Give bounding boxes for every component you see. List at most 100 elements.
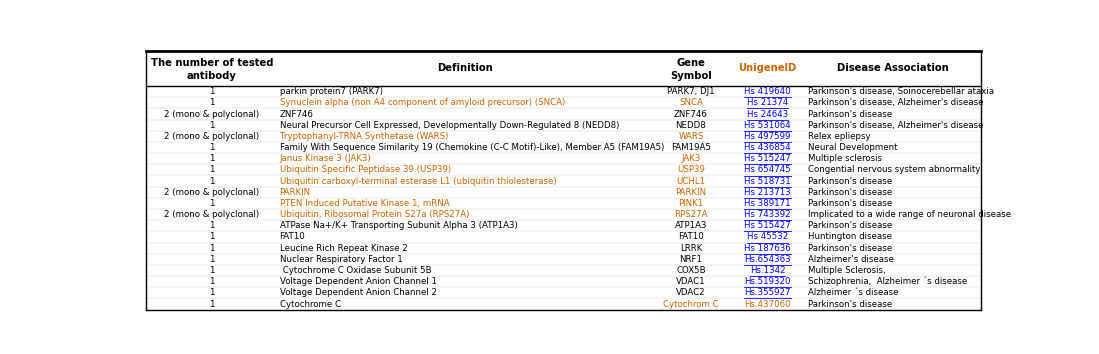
Text: Cytochrome C: Cytochrome C [279, 299, 341, 309]
Text: 1: 1 [209, 266, 214, 275]
Text: Hs.437060: Hs.437060 [744, 299, 791, 309]
Text: Multiple sclerosis: Multiple sclerosis [808, 154, 881, 163]
Text: Hs 419640: Hs 419640 [744, 87, 791, 96]
Text: PARKIN: PARKIN [279, 188, 311, 197]
Text: antibody: antibody [187, 71, 237, 81]
Text: parkin protein7 (PARK7): parkin protein7 (PARK7) [279, 87, 382, 96]
Text: 1: 1 [209, 165, 214, 175]
Text: Hs 515427: Hs 515427 [744, 221, 791, 230]
Text: ZNF746: ZNF746 [674, 109, 708, 119]
Text: Hs 497599: Hs 497599 [744, 132, 791, 141]
Text: 1: 1 [209, 289, 214, 297]
Text: USP39: USP39 [677, 165, 704, 175]
Text: FAM19A5: FAM19A5 [671, 143, 711, 152]
Text: Leucine Rich Repeat Kinase 2: Leucine Rich Repeat Kinase 2 [279, 244, 408, 253]
Text: Hs 389171: Hs 389171 [744, 199, 791, 208]
Text: Hs.519320: Hs.519320 [744, 277, 791, 286]
Text: 1: 1 [209, 233, 214, 241]
Text: 2 (mono & polyclonal): 2 (mono & polyclonal) [165, 188, 259, 197]
Text: Cytochrome C Oxidase Subunit 5B: Cytochrome C Oxidase Subunit 5B [279, 266, 431, 275]
Text: Parkinson's disease: Parkinson's disease [808, 177, 892, 185]
Text: 1: 1 [209, 255, 214, 264]
Text: LRRK: LRRK [680, 244, 702, 253]
Text: Parkinson's disease, Alzheimer's disease: Parkinson's disease, Alzheimer's disease [808, 98, 984, 107]
Text: Congential nervous system abnormality: Congential nervous system abnormality [808, 165, 980, 175]
Text: 1: 1 [209, 177, 214, 185]
Text: WARS: WARS [678, 132, 703, 141]
Text: Hs 654745: Hs 654745 [744, 165, 791, 175]
Text: Hs 743392: Hs 743392 [744, 210, 791, 219]
Text: JAK3: JAK3 [681, 154, 701, 163]
Text: Relex epliepsy: Relex epliepsy [808, 132, 870, 141]
Text: Hs 213713: Hs 213713 [744, 188, 791, 197]
Text: Disease Association: Disease Association [837, 63, 950, 73]
Text: Parkinson's disease: Parkinson's disease [808, 109, 892, 119]
Text: 1: 1 [209, 121, 214, 130]
Text: Alzheimer's disease: Alzheimer's disease [808, 255, 893, 264]
Text: NRF1: NRF1 [679, 255, 702, 264]
Text: Ubiquitin Specific Peptidase 39 (USP39): Ubiquitin Specific Peptidase 39 (USP39) [279, 165, 451, 175]
Text: Parkinson's disease: Parkinson's disease [808, 188, 892, 197]
Text: Hs 45532: Hs 45532 [747, 233, 788, 241]
Text: Hs 21374: Hs 21374 [747, 98, 788, 107]
Text: ZNF746: ZNF746 [279, 109, 313, 119]
Text: Cytochrom C: Cytochrom C [663, 299, 719, 309]
Text: Hs.1342: Hs.1342 [750, 266, 786, 275]
Text: 1: 1 [209, 98, 214, 107]
Text: FAT10: FAT10 [678, 233, 703, 241]
Text: Hs 531064: Hs 531064 [744, 121, 791, 130]
Text: Synuclein alpha (non A4 component of amyloid precursor) (SNCA): Synuclein alpha (non A4 component of amy… [279, 98, 565, 107]
Text: PARKIN: PARKIN [676, 188, 707, 197]
Text: 1: 1 [209, 277, 214, 286]
Text: Voltage Dependent Anion Channel 1: Voltage Dependent Anion Channel 1 [279, 277, 436, 286]
Text: Parkinson's disease, Soinocerebellar ataxia: Parkinson's disease, Soinocerebellar ata… [808, 87, 993, 96]
Text: NEDD8: NEDD8 [676, 121, 707, 130]
Text: PARK7, DJ1: PARK7, DJ1 [667, 87, 714, 96]
Text: Hs 436854: Hs 436854 [744, 143, 791, 152]
Text: 1: 1 [209, 221, 214, 230]
Text: ATPase Na+/K+ Transporting Subunit Alpha 3 (ATP1A3): ATPase Na+/K+ Transporting Subunit Alpha… [279, 221, 518, 230]
Text: 2 (mono & polyclonal): 2 (mono & polyclonal) [165, 132, 259, 141]
Text: Symbol: Symbol [670, 71, 712, 81]
Text: Alzheimer ´s disease: Alzheimer ´s disease [808, 289, 898, 297]
Text: 1: 1 [209, 87, 214, 96]
Text: Tryptophanyl-TRNA Synthetase (WARS): Tryptophanyl-TRNA Synthetase (WARS) [279, 132, 448, 141]
Text: The number of tested: The number of tested [151, 58, 274, 68]
Text: Parkinson's disease: Parkinson's disease [808, 221, 892, 230]
Text: Huntington disease: Huntington disease [808, 233, 891, 241]
Text: 1: 1 [209, 299, 214, 309]
Text: Ubiquitin carboxyl-terminal esterase L1 (ubiquitin thiolesterase): Ubiquitin carboxyl-terminal esterase L1 … [279, 177, 556, 185]
Text: 1: 1 [209, 154, 214, 163]
Text: Hs 24643: Hs 24643 [747, 109, 788, 119]
Text: 1: 1 [209, 199, 214, 208]
Text: 2 (mono & polyclonal): 2 (mono & polyclonal) [165, 109, 259, 119]
Text: Gene: Gene [677, 58, 706, 68]
Text: Parkinson's disease: Parkinson's disease [808, 244, 892, 253]
Text: VDAC1: VDAC1 [676, 277, 706, 286]
Text: VDAC2: VDAC2 [676, 289, 706, 297]
Text: Schizophrenia,  Alzheimer ´s disease: Schizophrenia, Alzheimer ´s disease [808, 277, 967, 286]
Text: UnigenelD: UnigenelD [739, 63, 797, 73]
Text: 1: 1 [209, 143, 214, 152]
Text: Parkinson's disease: Parkinson's disease [808, 199, 892, 208]
Text: Hs 187636: Hs 187636 [744, 244, 791, 253]
Text: Parkinson's disease: Parkinson's disease [808, 299, 892, 309]
Text: Hs.355927: Hs.355927 [744, 289, 791, 297]
Text: Neural Development: Neural Development [808, 143, 897, 152]
Text: Hs.654363: Hs.654363 [744, 255, 791, 264]
Text: RPS27A: RPS27A [675, 210, 708, 219]
Text: Ubiquitin, Ribosomal Protein S27a (RPS27A): Ubiquitin, Ribosomal Protein S27a (RPS27… [279, 210, 469, 219]
Text: 1: 1 [209, 244, 214, 253]
Text: ATP1A3: ATP1A3 [675, 221, 708, 230]
Text: Implicated to a wide range of neuronal disease: Implicated to a wide range of neuronal d… [808, 210, 1011, 219]
Text: 2 (mono & polyclonal): 2 (mono & polyclonal) [165, 210, 259, 219]
Text: Hs 518731: Hs 518731 [744, 177, 791, 185]
Text: Hs 515247: Hs 515247 [744, 154, 791, 163]
Text: Definition: Definition [437, 63, 493, 73]
Text: PINK1: PINK1 [678, 199, 703, 208]
Text: Family With Sequence Similarity 19 (Chemokine (C-C Motif)-Like), Member A5 (FAM1: Family With Sequence Similarity 19 (Chem… [279, 143, 664, 152]
Text: Parkinson's disease, Alzheimer's disease: Parkinson's disease, Alzheimer's disease [808, 121, 984, 130]
Text: Neural Precursor Cell Expressed, Developmentally Down-Regulated 8 (NEDD8): Neural Precursor Cell Expressed, Develop… [279, 121, 619, 130]
Text: Multiple Sclerosis,: Multiple Sclerosis, [808, 266, 886, 275]
Text: Janus Kinase 3 (JAK3): Janus Kinase 3 (JAK3) [279, 154, 371, 163]
